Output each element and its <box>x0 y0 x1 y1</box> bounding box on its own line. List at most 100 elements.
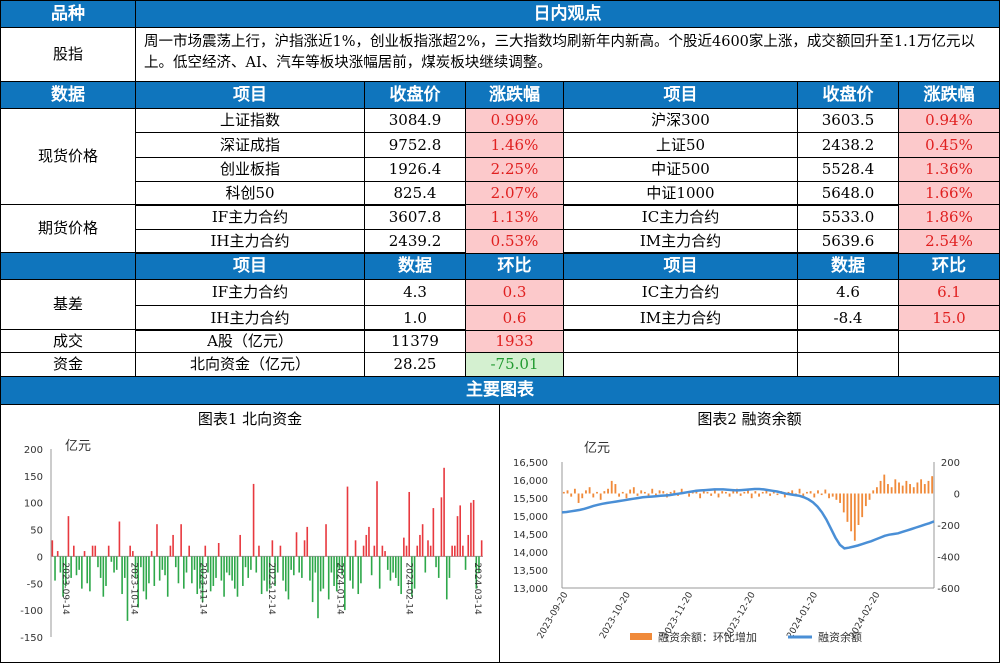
spot-change2-cell: 0.45% <box>898 132 1000 158</box>
chart2-title: 图表2 融资余额 <box>697 409 802 428</box>
chart2-bar <box>669 491 672 494</box>
futures-change2-cell: 1.86% <box>898 204 1000 230</box>
chart2-bar <box>809 491 812 494</box>
chart1-bar <box>394 556 397 578</box>
chart2-bar <box>599 493 602 500</box>
chart1-bar <box>365 534 368 557</box>
chart1-bar <box>456 516 459 557</box>
futures-close-cell: 3607.8 <box>364 204 466 230</box>
chart2-ytick-right: -600 <box>937 584 960 595</box>
chart2-bar <box>872 490 875 494</box>
index-label: 股指 <box>0 27 136 82</box>
chart2-bar <box>754 491 757 494</box>
chart2-bar <box>640 490 643 494</box>
chart1-bar <box>207 556 209 573</box>
chart2-ytick-right: -200 <box>937 521 960 532</box>
chart1-bar <box>279 545 282 557</box>
chart1-bar <box>239 534 241 557</box>
chart1-bar <box>378 556 381 589</box>
futures-name-cell: IH主力合约 <box>135 229 365 254</box>
turnover-label: 成交 <box>0 329 136 353</box>
chart2-bar <box>743 491 746 494</box>
chart2-ytick-left: 13,500 <box>513 566 548 577</box>
chart2-bar <box>868 493 871 500</box>
chart1-bar <box>464 556 467 570</box>
chart1-bar <box>177 556 180 584</box>
turnover-empty-3 <box>898 329 1000 353</box>
chart2-xtick: 2024-01-20 <box>785 590 820 641</box>
change-header-2: 涨跌幅 <box>898 81 1000 109</box>
chart1-bar <box>156 524 158 557</box>
chart1-bar <box>217 543 220 557</box>
chart2-bar <box>688 493 690 497</box>
chart1-bar <box>118 521 121 557</box>
chart2-legend-bar-label: 融资余额：环比增加 <box>658 630 757 644</box>
futures-name2-cell: IC主力合约 <box>563 204 798 230</box>
chart2-bar <box>724 491 727 494</box>
chart1-svg: 亿元 200 150 100 50 0 -50 -100 -150 2023-09-14 2023-… <box>20 439 483 644</box>
chart1-ytick: 50 <box>30 526 43 537</box>
chart1-bar <box>91 545 94 557</box>
chart1-bar <box>150 551 153 557</box>
chart1-bar <box>354 540 357 557</box>
chart1-bar <box>78 556 80 570</box>
chart2-bar <box>658 490 661 494</box>
chart1-ytick: -150 <box>20 633 43 644</box>
chart2-bar <box>732 489 735 494</box>
chart1-bar <box>161 556 164 570</box>
chart1-bar <box>341 556 343 576</box>
chart1-bar <box>360 556 362 584</box>
chart2-bar <box>802 493 805 497</box>
chart1-bar <box>115 556 118 570</box>
chart1-bar <box>134 556 137 578</box>
chart1-bar <box>290 556 292 570</box>
chart1-bar <box>250 556 252 570</box>
chart2-bar <box>898 482 900 494</box>
chart1-bar <box>225 556 228 573</box>
chart1-bar <box>185 556 188 573</box>
chart2-bar <box>927 480 930 494</box>
chart2-bar <box>702 490 705 494</box>
chart1-bar <box>191 556 193 584</box>
spot-name-cell: 深证成指 <box>135 132 365 158</box>
chart1-bar <box>314 556 317 573</box>
chart1-bar <box>427 540 429 557</box>
chart1-bar <box>475 556 478 589</box>
chart2-bar <box>570 493 573 497</box>
chart2-bar <box>761 491 764 494</box>
chart2-bar <box>739 493 742 496</box>
chart2-bar <box>673 490 676 494</box>
chart2-ytick-right: 200 <box>941 458 960 469</box>
chart2-ytick-right: -400 <box>937 553 960 564</box>
spot-name2-cell: 上证50 <box>563 132 798 158</box>
chart1-bar <box>349 556 351 581</box>
spot-name-cell: 科创50 <box>135 181 365 206</box>
chart2-bar <box>566 490 569 494</box>
chart1-bar <box>411 556 413 597</box>
chart2-bar <box>562 491 565 494</box>
chart1-bar <box>67 516 70 557</box>
chart1-bar <box>389 556 392 581</box>
chart1-bar <box>153 556 156 586</box>
chart1-bar <box>174 556 177 568</box>
chart1-bar <box>59 556 62 573</box>
chart2-ytick-right: 0 <box>954 490 960 501</box>
chart2-bar <box>791 490 794 494</box>
chart2-bar <box>577 493 580 503</box>
chart1-bar <box>432 508 435 557</box>
chart1-bar <box>338 556 341 570</box>
close-header-2: 收盘价 <box>797 81 899 109</box>
chart1-bar <box>83 551 86 557</box>
chart1-bar <box>258 545 260 557</box>
futures-name2-cell: IM主力合约 <box>563 229 798 254</box>
chart1-bar <box>344 556 346 611</box>
chart1-bar <box>107 545 110 557</box>
chart1-bar <box>392 556 394 573</box>
basis-data-header: 数据 <box>364 252 466 280</box>
chart2-bar <box>806 491 808 494</box>
chart1-bar <box>102 556 105 597</box>
chart2-ytick-left: 13,000 <box>513 584 548 595</box>
chart1-bar <box>166 556 169 597</box>
chart2-bar <box>585 490 587 494</box>
